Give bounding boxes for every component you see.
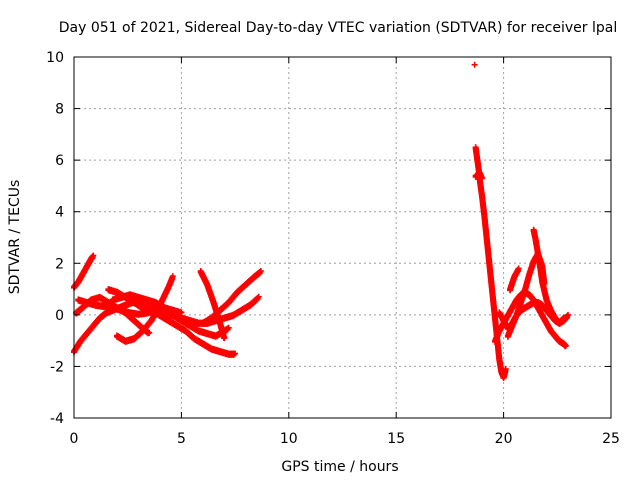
axis-ticks: 0 5 10 15 20 25 -4 -2 0 2 4 6 8 10 [46,50,620,447]
x-tick-label: 25 [602,431,620,447]
data-point [255,293,262,300]
y-tick-label: 4 [55,205,64,221]
data-point [221,335,228,342]
data-point [515,265,522,272]
data-point [257,268,264,275]
y-tick-label: 8 [55,102,64,118]
x-tick-label: 20 [495,431,513,447]
data-point [565,311,572,318]
y-tick-label: 10 [46,50,64,66]
series-sat-g [113,274,176,345]
y-tick-label: -2 [50,359,64,375]
data-point [562,342,569,349]
x-tick-label: 5 [177,431,186,447]
grid-lines [74,57,611,418]
series-sat-q [530,226,571,327]
plot-frame [73,56,612,419]
data-point [90,252,97,259]
data-point [225,324,232,331]
y-tick-label: 2 [55,256,64,272]
data-point [146,329,153,336]
data-point [232,350,239,357]
x-tick-label: 15 [387,431,405,447]
outlier-point [471,61,478,68]
series-sat-j [199,268,263,327]
series-sat-i [197,268,227,341]
y-tick-label: -4 [50,411,64,427]
data-point [502,366,509,373]
series-sat-h [135,301,231,340]
series-sat-k [472,144,509,382]
x-tick-label: 0 [70,431,79,447]
data-point [178,309,185,316]
chart-title: Day 051 of 2021, Sidereal Day-to-day VTE… [59,20,617,36]
series-sat-a [71,253,96,291]
data-point [479,175,486,182]
y-tick-label: 0 [55,308,64,324]
x-tick-label: 10 [280,431,298,447]
x-axis-label: GPS time / hours [281,459,398,475]
data-points [71,61,572,382]
y-axis-label: SDTVAR / TECUs [7,180,23,295]
y-tick-label: 6 [55,153,64,169]
data-point [169,273,176,280]
